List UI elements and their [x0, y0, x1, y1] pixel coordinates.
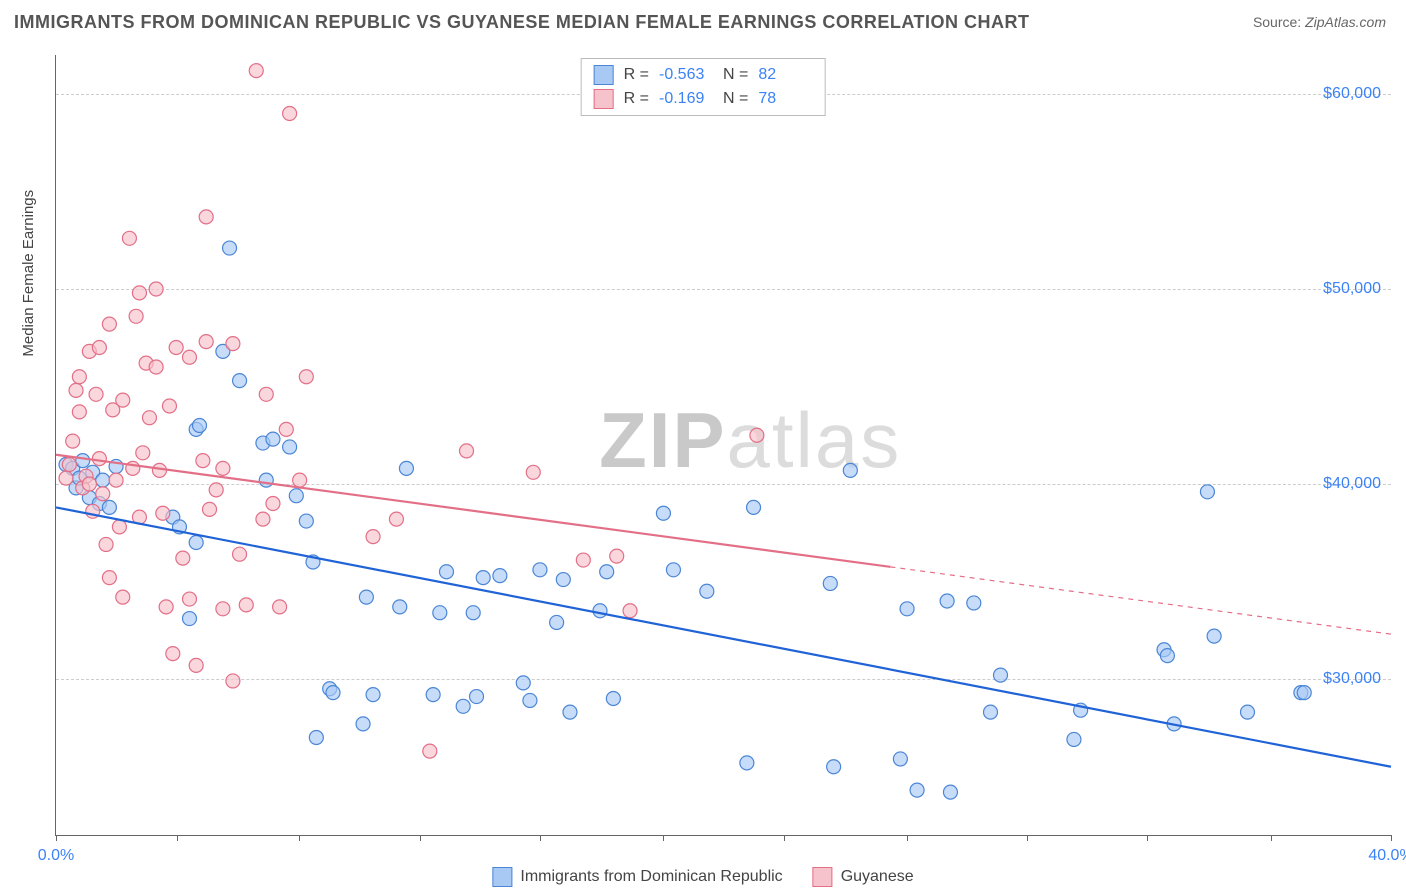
x-axis-max-label: 40.0% — [1368, 847, 1406, 865]
stats-row: R = -0.169 N = 78 — [594, 87, 813, 111]
x-tick — [1391, 835, 1392, 841]
legend-item-dominican: Immigrants from Dominican Republic — [492, 867, 782, 887]
n-label: N = — [723, 66, 748, 84]
x-tick — [1147, 835, 1148, 841]
stats-row: R = -0.563 N = 82 — [594, 63, 813, 87]
trend-line — [56, 507, 1391, 766]
r-label: R = — [624, 66, 649, 84]
x-tick — [420, 835, 421, 841]
n-label: N = — [723, 90, 748, 108]
legend-label: Immigrants from Dominican Republic — [520, 868, 782, 886]
x-tick — [56, 835, 57, 841]
trend-lines-layer — [56, 55, 1391, 835]
correlation-stats-box: R = -0.563 N = 82 R = -0.169 N = 78 — [581, 58, 826, 116]
legend-swatch-guyanese — [813, 867, 833, 887]
x-tick — [540, 835, 541, 841]
trend-line — [56, 455, 890, 567]
x-axis-min-label: 0.0% — [38, 847, 74, 865]
r-value-dominican: -0.563 — [659, 66, 713, 84]
r-value-guyanese: -0.169 — [659, 90, 713, 108]
y-axis-label: Median Female Earnings — [20, 190, 37, 357]
x-tick — [907, 835, 908, 841]
source-label: Source: — [1253, 14, 1305, 30]
source-attribution: Source: ZipAtlas.com — [1253, 14, 1386, 30]
x-tick — [663, 835, 664, 841]
x-tick — [299, 835, 300, 841]
n-value-guyanese: 78 — [758, 90, 812, 108]
legend-swatch-guyanese — [594, 89, 614, 109]
legend-label: Guyanese — [841, 868, 914, 886]
series-legend: Immigrants from Dominican Republic Guyan… — [492, 867, 913, 887]
legend-swatch-dominican — [594, 65, 614, 85]
plot-area: ZIPatlas 0.0% 40.0% $30,000$40,000$50,00… — [55, 55, 1391, 836]
x-tick — [1271, 835, 1272, 841]
x-tick — [177, 835, 178, 841]
legend-item-guyanese: Guyanese — [813, 867, 914, 887]
n-value-dominican: 82 — [758, 66, 812, 84]
x-tick — [784, 835, 785, 841]
chart-container: IMMIGRANTS FROM DOMINICAN REPUBLIC VS GU… — [0, 0, 1406, 892]
chart-title: IMMIGRANTS FROM DOMINICAN REPUBLIC VS GU… — [14, 12, 1030, 33]
trend-line-extension — [890, 567, 1391, 634]
x-tick — [1027, 835, 1028, 841]
legend-swatch-dominican — [492, 867, 512, 887]
source-value: ZipAtlas.com — [1305, 14, 1386, 30]
r-label: R = — [624, 90, 649, 108]
